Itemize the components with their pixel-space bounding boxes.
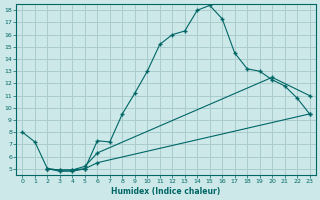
X-axis label: Humidex (Indice chaleur): Humidex (Indice chaleur) — [111, 187, 221, 196]
